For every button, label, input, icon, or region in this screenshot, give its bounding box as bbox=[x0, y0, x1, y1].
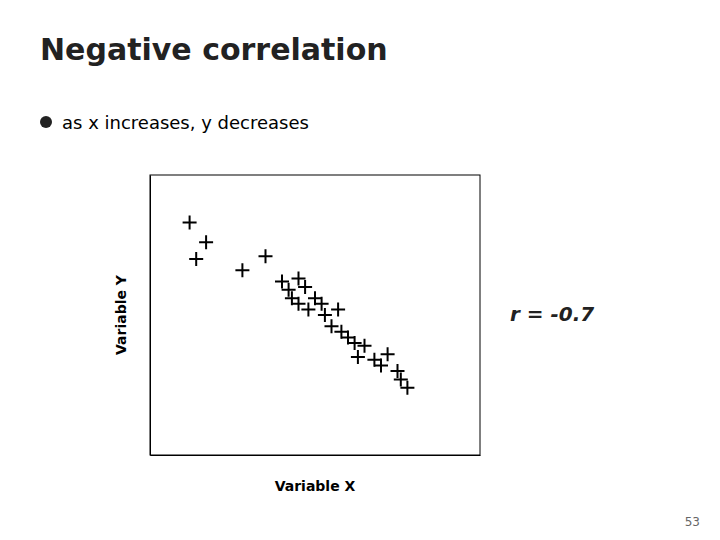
scatter-point bbox=[374, 358, 388, 372]
scatter-point bbox=[298, 280, 312, 294]
scatter-point bbox=[394, 372, 408, 386]
scatter-point bbox=[400, 381, 414, 395]
plot-area bbox=[150, 175, 481, 456]
scatter-point bbox=[259, 249, 273, 263]
points bbox=[183, 216, 415, 395]
x-axis-title: Variable X bbox=[275, 478, 356, 494]
chart-svg: Negative correlation as x increases, y de… bbox=[0, 0, 720, 540]
scatter-point bbox=[331, 302, 345, 316]
scatter-point bbox=[275, 274, 289, 288]
scatter-point bbox=[391, 364, 405, 378]
annotation: r = -0.7 bbox=[510, 302, 594, 326]
scatter-point bbox=[358, 339, 372, 353]
scatter-point bbox=[348, 336, 362, 350]
page-number: 53 bbox=[685, 515, 700, 529]
scatter-point bbox=[381, 347, 395, 361]
scatter-point bbox=[189, 252, 203, 266]
x-axis bbox=[151, 455, 481, 456]
scatter-point bbox=[235, 263, 249, 277]
scatter-point bbox=[183, 216, 197, 230]
scatter-point bbox=[301, 302, 315, 316]
scatter-point bbox=[315, 297, 329, 311]
title: Negative correlation bbox=[40, 32, 388, 67]
scatter-point bbox=[199, 235, 213, 249]
scatter-point bbox=[282, 283, 296, 297]
y-axis bbox=[150, 176, 151, 456]
y-axis-title: Variable Y bbox=[113, 274, 129, 355]
plot-frame bbox=[150, 175, 480, 455]
scatter-point bbox=[318, 308, 332, 322]
axis-line bbox=[150, 176, 151, 456]
bullet-dot bbox=[40, 116, 52, 128]
subtitle: as x increases, y decreases bbox=[62, 112, 309, 133]
scatter-point bbox=[351, 350, 365, 364]
scatter-point bbox=[292, 272, 306, 286]
axis-line bbox=[151, 455, 481, 456]
